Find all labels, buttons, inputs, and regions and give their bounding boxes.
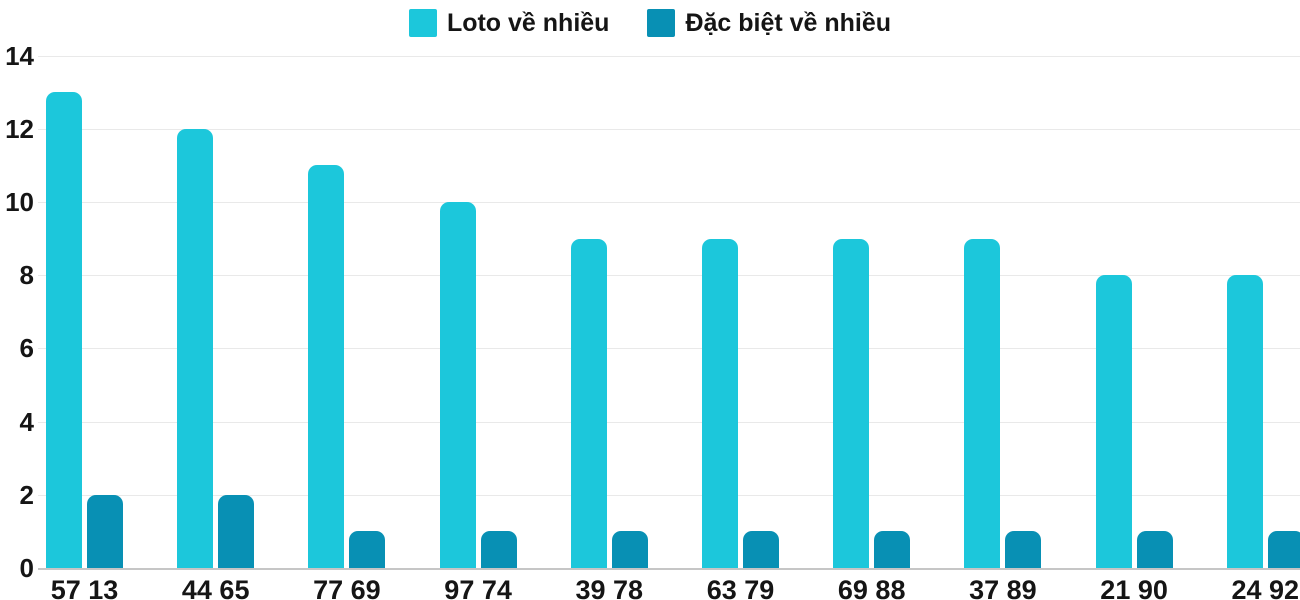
gridline-12 bbox=[38, 128, 1300, 130]
gridline-14 bbox=[38, 55, 1300, 57]
bar-loto-69-88[interactable] bbox=[833, 238, 870, 568]
gridline-4 bbox=[38, 421, 1300, 423]
bar-dac-biet-44-65[interactable] bbox=[218, 494, 255, 568]
gridline-10 bbox=[38, 202, 1300, 203]
y-tick-label-8: 8 bbox=[19, 260, 34, 291]
bar-loto-44-65[interactable] bbox=[177, 128, 214, 568]
x-category-label-57-13: 57 13 bbox=[50, 575, 119, 600]
chart-legend: Loto về nhiều Đặc biệt về nhiều bbox=[0, 8, 1300, 38]
x-category-label-44-65: 44 65 bbox=[181, 575, 250, 600]
x-axis-line bbox=[38, 568, 1300, 570]
bar-loto-57-13[interactable] bbox=[46, 92, 82, 568]
bar-dac-biet-97-74[interactable] bbox=[480, 531, 517, 568]
bar-loto-97-74[interactable] bbox=[439, 202, 476, 568]
bar-loto-63-79[interactable] bbox=[702, 238, 738, 568]
legend-label-loto: Loto về nhiều bbox=[446, 9, 610, 37]
gridline-8 bbox=[38, 275, 1300, 277]
legend-label-dac-biet: Đặc biệt về nhiều bbox=[685, 9, 892, 37]
bar-dac-biet-57-13[interactable] bbox=[87, 494, 123, 568]
legend-item-loto-ve-nhieu[interactable]: Loto về nhiều bbox=[408, 8, 610, 38]
y-tick-label-0: 0 bbox=[19, 553, 34, 583]
bar-loto-37-89[interactable] bbox=[964, 238, 1001, 568]
bar-loto-77-69[interactable] bbox=[308, 165, 345, 568]
bar-loto-21-90[interactable] bbox=[1095, 275, 1132, 568]
bar-loto-39-78[interactable] bbox=[570, 238, 607, 568]
y-tick-label-2: 2 bbox=[19, 479, 34, 510]
legend-swatch-loto-icon bbox=[408, 9, 437, 37]
y-tick-label-14: 14 bbox=[5, 40, 34, 71]
legend-swatch-dac-biet-icon bbox=[647, 9, 676, 37]
x-category-label-24-92: 24 92 bbox=[1231, 575, 1300, 600]
x-category-label-37-89: 37 89 bbox=[969, 575, 1037, 600]
x-category-label-39-78: 39 78 bbox=[575, 575, 644, 600]
bar-dac-biet-77-69[interactable] bbox=[349, 531, 386, 568]
y-tick-label-10: 10 bbox=[5, 187, 34, 217]
bar-dac-biet-63-79[interactable] bbox=[743, 531, 779, 568]
legend-item-dac-biet-ve-nhieu[interactable]: Đặc biệt về nhiều bbox=[647, 8, 891, 38]
bar-dac-biet-69-88[interactable] bbox=[874, 531, 911, 568]
x-category-label-97-74: 97 74 bbox=[444, 575, 512, 600]
x-category-label-77-69: 77 69 bbox=[313, 575, 381, 600]
bar-dac-biet-24-92[interactable] bbox=[1267, 531, 1300, 568]
x-category-label-63-79: 63 79 bbox=[706, 575, 775, 600]
bar-dac-biet-37-89[interactable] bbox=[1005, 531, 1042, 568]
bar-dac-biet-39-78[interactable] bbox=[611, 531, 648, 568]
gridline-2 bbox=[38, 494, 1300, 496]
y-tick-label-6: 6 bbox=[19, 333, 34, 364]
bar-loto-24-92[interactable] bbox=[1226, 275, 1263, 568]
x-category-label-21-90: 21 90 bbox=[1100, 575, 1168, 600]
bar-dac-biet-21-90[interactable] bbox=[1136, 531, 1173, 568]
y-tick-label-12: 12 bbox=[5, 113, 34, 144]
y-tick-label-4: 4 bbox=[19, 406, 34, 437]
gridline-6 bbox=[38, 348, 1300, 350]
x-category-label-69-88: 69 88 bbox=[837, 575, 906, 600]
